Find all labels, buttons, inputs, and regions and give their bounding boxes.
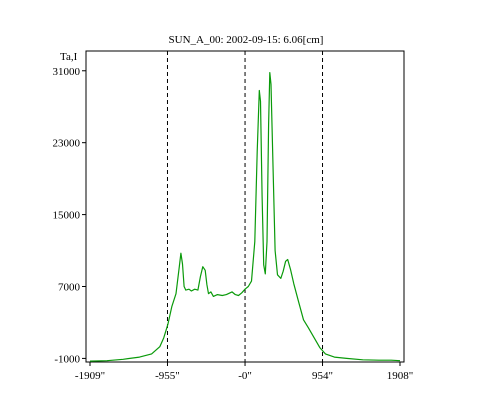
chart-title: SUN_A_00: 2002-09-15: 6.06[cm] xyxy=(169,34,324,46)
x-tick-label-1: -955" xyxy=(155,370,180,382)
y-tick-label-0: -1000 xyxy=(54,353,80,365)
series-line-0 xyxy=(89,72,401,362)
y-tick-label-3: 23000 xyxy=(53,138,81,150)
x-tick-label-0: -1909" xyxy=(75,370,105,382)
x-ticks: -1909" -955" -0" 954" 1908" xyxy=(75,362,413,382)
x-tick-label-3: 954" xyxy=(312,370,333,382)
y-tick-label-1: 7000 xyxy=(58,281,81,293)
x-tick-label-2: -0" xyxy=(238,370,252,382)
reference-lines xyxy=(166,51,324,362)
y-ticks: -1000 7000 15000 23000 31000 xyxy=(53,66,86,365)
series-layer xyxy=(89,72,401,362)
y-axis-label: Ta,I xyxy=(60,51,78,63)
y-tick-label-4: 31000 xyxy=(53,66,81,78)
x-tick-label-4: 1908" xyxy=(387,370,414,382)
y-tick-label-2: 15000 xyxy=(53,210,81,222)
